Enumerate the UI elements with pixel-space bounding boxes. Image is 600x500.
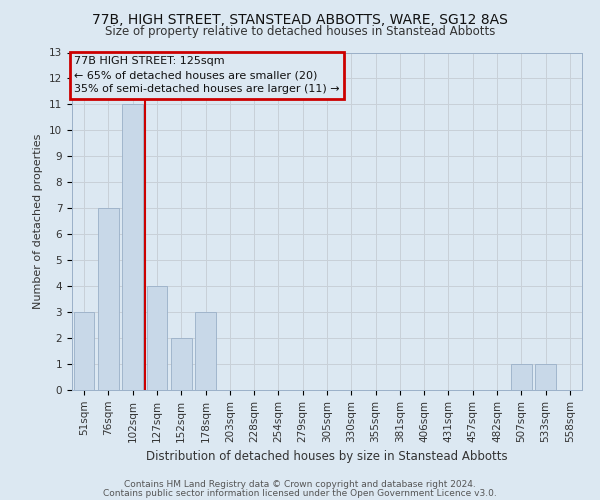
Bar bbox=[535, 364, 556, 390]
Text: Size of property relative to detached houses in Stanstead Abbotts: Size of property relative to detached ho… bbox=[105, 25, 495, 38]
Y-axis label: Number of detached properties: Number of detached properties bbox=[34, 134, 43, 309]
Bar bbox=[171, 338, 191, 390]
Bar bbox=[146, 286, 167, 390]
Bar bbox=[98, 208, 119, 390]
Bar bbox=[511, 364, 532, 390]
Bar bbox=[122, 104, 143, 390]
Text: Contains HM Land Registry data © Crown copyright and database right 2024.: Contains HM Land Registry data © Crown c… bbox=[124, 480, 476, 489]
Bar bbox=[195, 312, 216, 390]
X-axis label: Distribution of detached houses by size in Stanstead Abbotts: Distribution of detached houses by size … bbox=[146, 450, 508, 463]
Text: 77B HIGH STREET: 125sqm
← 65% of detached houses are smaller (20)
35% of semi-de: 77B HIGH STREET: 125sqm ← 65% of detache… bbox=[74, 56, 340, 94]
Text: 77B, HIGH STREET, STANSTEAD ABBOTTS, WARE, SG12 8AS: 77B, HIGH STREET, STANSTEAD ABBOTTS, WAR… bbox=[92, 12, 508, 26]
Bar bbox=[74, 312, 94, 390]
Text: Contains public sector information licensed under the Open Government Licence v3: Contains public sector information licen… bbox=[103, 488, 497, 498]
